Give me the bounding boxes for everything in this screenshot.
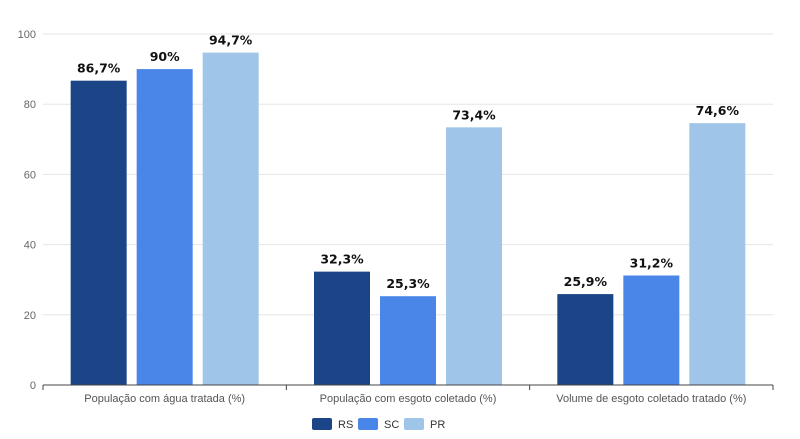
y-tick-label: 100 [18, 29, 36, 41]
legend-label: SC [384, 419, 399, 431]
legend: RS SC PR [312, 418, 445, 431]
legend-swatch-pr [404, 418, 424, 430]
data-label: 90% [150, 49, 180, 64]
y-tick-label: 40 [24, 240, 36, 252]
bar-sc-1 [136, 69, 193, 385]
y-axis-ticks: 0 20 40 60 80 100 [18, 29, 36, 392]
bars [70, 52, 746, 386]
data-label: 25,9% [564, 274, 608, 289]
y-tick-label: 20 [24, 310, 36, 322]
y-tick-label: 80 [24, 99, 36, 111]
legend-swatch-rs [312, 418, 332, 430]
data-label: 25,3% [386, 276, 430, 291]
data-label: 94,7% [209, 33, 253, 48]
bar-sc-2 [380, 296, 436, 385]
x-axis: População com água tratada (%) População … [42, 384, 774, 405]
data-labels: 86,7% 90% 94,7% 32,3% 25,3% 73,4% 25,9% 31,2% 74… [77, 33, 740, 292]
data-label: 31,2% [630, 255, 674, 270]
data-label: 86,7% [77, 61, 121, 76]
data-label: 32,3% [320, 252, 364, 267]
data-label: 74,6% [696, 103, 740, 118]
x-tick-label: População com esgoto coletado (%) [320, 393, 497, 405]
data-label: 73,4% [452, 107, 496, 122]
bar-rs-2 [314, 271, 370, 385]
bar-pr-2 [446, 127, 502, 385]
y-tick-label: 60 [24, 169, 36, 181]
x-tick-label: População com água tratada (%) [84, 393, 245, 405]
bar-pr-1 [202, 52, 259, 386]
bar-rs-1 [70, 80, 127, 386]
bar-sc-3 [623, 275, 680, 385]
bar-rs-3 [557, 294, 614, 385]
legend-swatch-sc [358, 418, 378, 430]
y-tick-label: 0 [30, 380, 36, 392]
x-tick-label: Volume de esgoto coletado tratado (%) [556, 393, 746, 405]
bar-pr-3 [689, 123, 746, 386]
legend-label: PR [430, 419, 445, 431]
legend-label: RS [338, 419, 353, 431]
